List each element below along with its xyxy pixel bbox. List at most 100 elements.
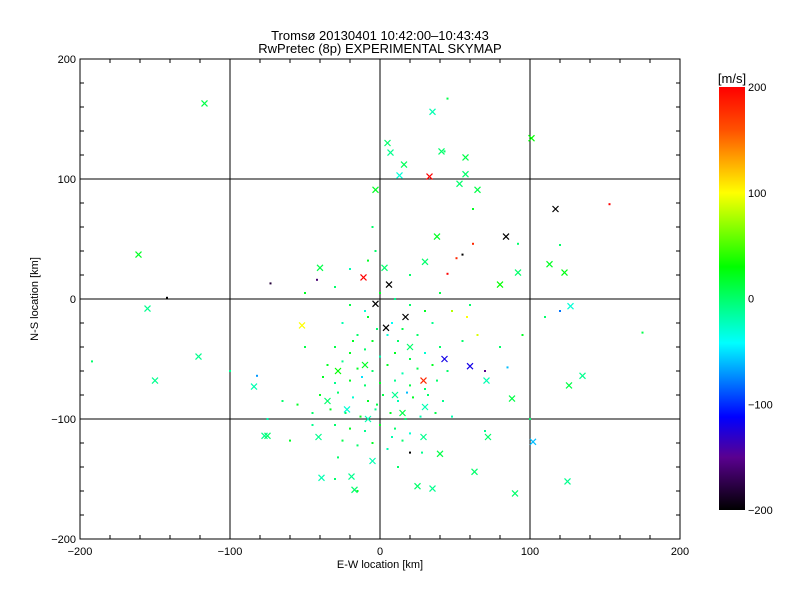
data-point-cross	[564, 477, 571, 485]
data-point-cross	[484, 433, 492, 441]
data-point-dot	[406, 391, 408, 394]
data-points	[91, 97, 644, 497]
data-point-dot	[281, 400, 284, 402]
data-point-dot	[451, 415, 453, 418]
data-point-dot	[386, 448, 389, 450]
data-point-dot	[341, 322, 344, 324]
data-point-dot	[446, 97, 449, 100]
data-point-dot	[364, 384, 366, 387]
data-point-cross	[372, 300, 379, 308]
data-point-cross	[496, 281, 504, 289]
data-point-cross	[250, 383, 258, 391]
data-point-dot	[404, 418, 407, 420]
data-point-cross	[324, 397, 331, 405]
data-point-dot	[352, 396, 354, 399]
data-point-dot	[451, 310, 453, 312]
data-point-cross	[508, 395, 516, 403]
data-point-dot	[409, 432, 411, 435]
colorbar-tick-label: −200	[748, 505, 773, 517]
data-point-dot	[374, 408, 377, 411]
data-point-dot	[409, 304, 411, 306]
data-point-dot	[394, 379, 396, 382]
data-point-dot	[334, 286, 336, 288]
data-point-cross	[471, 468, 478, 476]
data-point-dot	[349, 379, 351, 382]
data-point-cross	[369, 457, 376, 465]
y-tick-label: −200	[51, 534, 76, 546]
data-point-cross	[528, 134, 535, 142]
data-point-dot	[431, 364, 434, 366]
data-point-dot	[371, 370, 374, 372]
data-point-dot	[356, 490, 359, 492]
data-point-dot	[517, 242, 519, 245]
data-point-dot	[461, 340, 464, 342]
data-point-dot	[427, 394, 429, 396]
data-point-cross	[456, 180, 463, 188]
data-point-dot	[409, 358, 411, 360]
data-point-cross	[429, 108, 436, 116]
y-tick-label: −100	[51, 414, 76, 426]
data-point-cross	[462, 170, 469, 178]
data-point-dot	[397, 340, 399, 342]
colorbar-tick-label: 200	[748, 82, 766, 94]
data-point-cross	[381, 264, 388, 272]
data-point-cross	[135, 251, 142, 259]
chart-title: Tromsø 20130401 10:42:00–10:43:43	[271, 28, 489, 43]
colorbar-label: [m/s]	[718, 71, 746, 86]
data-point-dot	[371, 340, 374, 342]
data-point-dot	[322, 376, 324, 378]
data-point-dot	[397, 400, 399, 402]
data-point-dot	[506, 366, 509, 369]
data-point-dot	[434, 412, 437, 414]
chart-subtitle: RwPretec (8p) EXPERIMENTAL SKYMAP	[258, 41, 501, 56]
data-point-dot	[391, 322, 393, 324]
data-point-dot	[424, 352, 426, 354]
data-point-dot	[401, 328, 404, 330]
data-point-cross	[429, 485, 436, 493]
data-point-dot	[379, 355, 381, 358]
data-point-dot	[443, 150, 446, 153]
data-point-dot	[409, 384, 411, 387]
data-point-dot	[361, 376, 363, 378]
data-point-dot	[329, 408, 332, 411]
data-point-dot	[521, 334, 524, 336]
data-point-dot	[401, 439, 404, 442]
colorbar-tick-label: 0	[748, 294, 754, 306]
data-point-dot	[439, 292, 441, 294]
data-point-dot	[386, 364, 389, 366]
data-point-cross	[334, 367, 342, 375]
data-point-dot	[394, 352, 396, 354]
data-point-dot	[256, 374, 258, 377]
data-point-dot	[409, 451, 411, 454]
data-point-dot	[311, 424, 314, 426]
data-point-cross	[351, 486, 358, 494]
data-point-cross	[462, 153, 469, 161]
data-point-cross	[396, 171, 403, 179]
data-point-dot	[337, 391, 339, 394]
data-point-dot	[367, 316, 369, 318]
data-point-cross	[567, 302, 574, 310]
colorbar	[719, 87, 745, 510]
data-point-dot	[436, 379, 438, 382]
data-point-dot	[316, 278, 318, 281]
data-point-dot	[356, 367, 359, 370]
data-point-dot	[442, 400, 444, 402]
data-point-dot	[394, 427, 396, 430]
data-point-cross	[474, 186, 481, 194]
data-point-dot	[431, 322, 434, 324]
data-point-dot	[455, 257, 458, 260]
data-point-dot	[419, 415, 422, 418]
data-point-dot	[421, 451, 423, 454]
data-point-dot	[439, 346, 441, 348]
data-point-cross	[483, 377, 490, 385]
data-point-dot	[371, 442, 374, 444]
data-point-cross	[400, 161, 408, 169]
x-axis-label: E-W location [km]	[337, 559, 423, 571]
data-point-dot	[416, 367, 419, 370]
data-point-cross	[565, 381, 573, 389]
data-point-dot	[409, 274, 411, 276]
data-point-dot	[356, 334, 359, 336]
data-point-dot	[334, 424, 336, 426]
data-point-cross	[414, 482, 421, 490]
